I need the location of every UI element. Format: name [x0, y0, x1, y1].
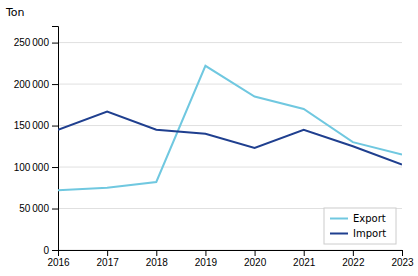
x-tick-mark — [402, 250, 403, 256]
y-tick: 150 000 — [14, 120, 58, 131]
x-tick-label: 2017 — [97, 257, 120, 268]
y-axis: 0 50 000 100 000 150 000 200 000 250 000 — [14, 27, 59, 256]
y-tick-mark — [52, 209, 58, 210]
x-tick: 2017 — [97, 250, 120, 268]
legend-label: Import — [353, 228, 386, 239]
legend: Export Import — [324, 208, 396, 244]
x-tick-label: 2021 — [293, 257, 316, 268]
x-tick-mark — [205, 250, 206, 256]
y-tick-label: 50 000 — [19, 203, 49, 214]
y-axis-label: Ton — [5, 6, 25, 19]
y-tick-label: 0 — [43, 245, 49, 256]
y-tick: 100 000 — [14, 162, 58, 173]
x-tick-label: 2022 — [342, 257, 365, 268]
y-tick: 250 000 — [14, 37, 58, 48]
grid — [58, 43, 402, 250]
grid-line — [58, 125, 402, 126]
y-tick: 50 000 — [19, 203, 58, 214]
x-tick-label: 2020 — [244, 257, 267, 268]
x-tick-label: 2018 — [146, 257, 169, 268]
grid-line — [58, 84, 402, 85]
y-tick-label: 100 000 — [14, 162, 50, 173]
x-tick-label: 2019 — [195, 257, 218, 268]
x-tick: 2016 — [47, 250, 70, 268]
series-group — [58, 66, 402, 190]
x-tick: 2018 — [146, 250, 169, 268]
legend-swatch — [330, 233, 348, 235]
legend-frame — [324, 208, 396, 244]
chart: 2016 2017 2018 2019 2020 2021 2022 2023 0 50 000 1… — [0, 0, 418, 276]
y-tick: 0 — [43, 245, 58, 256]
x-tick: 2020 — [244, 250, 267, 268]
y-tick-mark — [52, 84, 58, 85]
x-tick-mark — [304, 250, 305, 256]
x-tick-mark — [156, 250, 157, 256]
series-line — [58, 66, 402, 190]
legend-label: Export — [353, 213, 386, 224]
x-tick: 2019 — [195, 250, 218, 268]
y-tick-mark — [52, 250, 58, 251]
x-tick-mark — [255, 250, 256, 256]
y-tick-mark — [52, 43, 58, 44]
grid-line — [58, 42, 402, 43]
x-axis-line — [59, 251, 403, 257]
y-tick-label: 150 000 — [14, 120, 50, 131]
grid-line — [58, 167, 402, 168]
x-tick: 2022 — [342, 250, 365, 268]
x-axis: 2016 2017 2018 2019 2020 2021 2022 2023 — [47, 250, 414, 268]
y-tick: 200 000 — [14, 79, 58, 90]
y-tick-mark — [52, 167, 58, 168]
x-tick-mark — [107, 250, 108, 256]
x-tick-mark — [353, 250, 354, 256]
series-line — [58, 111, 402, 164]
legend-swatch — [330, 218, 348, 220]
y-tick-label: 200 000 — [14, 79, 50, 90]
plot: 2016 2017 2018 2019 2020 2021 2022 2023 0 50 000 1… — [14, 27, 414, 269]
y-tick-mark — [52, 126, 58, 127]
x-tick: 2021 — [293, 250, 316, 268]
x-tick-label: 2023 — [391, 257, 414, 268]
x-tick-label: 2016 — [47, 257, 70, 268]
y-axis-line — [52, 27, 59, 251]
x-tick: 2023 — [391, 250, 414, 268]
y-tick-label: 250 000 — [14, 37, 50, 48]
